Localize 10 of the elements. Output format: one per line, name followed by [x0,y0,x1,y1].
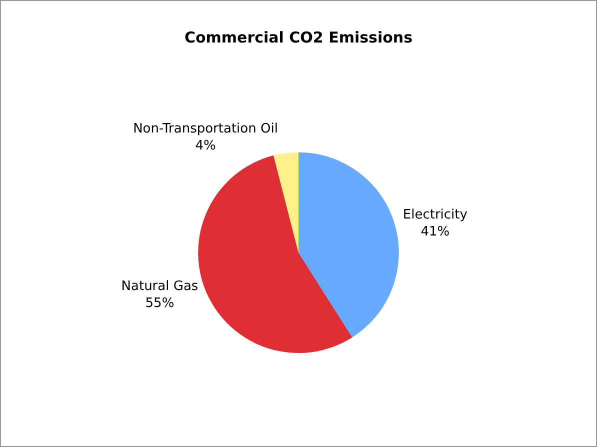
data-label: 4% [195,138,216,154]
slice-label: Electricity [402,207,468,222]
slice-label: Non-Transportation Oil [133,121,278,136]
pie-slice [298,152,399,338]
pie-slice [274,152,298,253]
slice-label: Natural Gas [121,279,198,294]
data-label: 41% [420,224,450,240]
chart-title: Commercial CO2 Emissions [184,28,413,47]
pie-slice [198,155,352,353]
data-label: 55% [145,296,174,311]
